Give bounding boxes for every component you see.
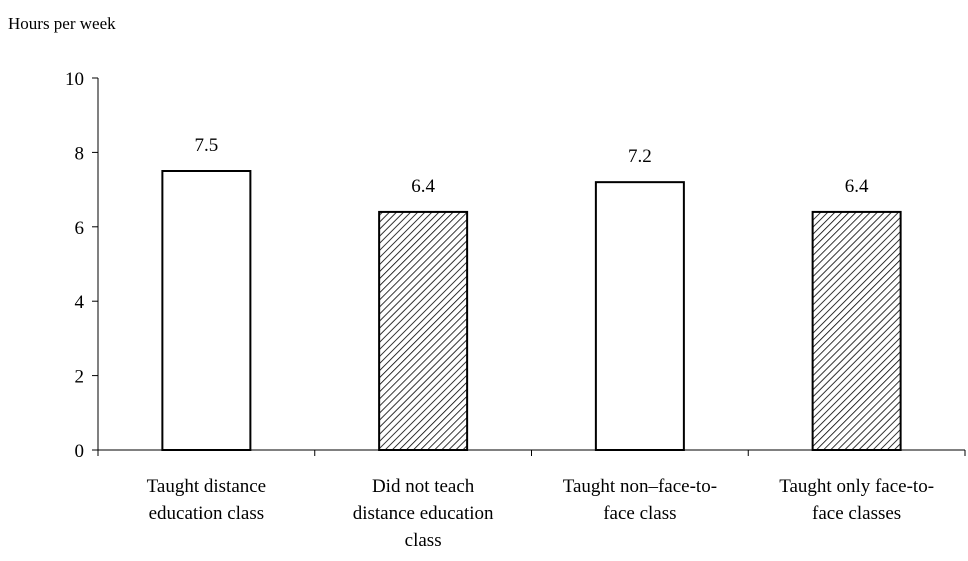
data-label: 6.4 (411, 176, 435, 197)
y-tick-label: 10 (65, 69, 84, 90)
y-tick-label: 8 (75, 143, 85, 164)
value-labels: 7.5 6.4 7.2 6.4 (195, 135, 870, 197)
bars (161, 170, 902, 451)
y-tick-label: 2 (75, 367, 85, 388)
bar (811, 210, 902, 451)
y-tick-label: 0 (75, 441, 85, 462)
x-tick-label: Taught only face-to- face classes (779, 476, 935, 524)
bar (161, 170, 252, 451)
data-label: 7.2 (628, 146, 652, 167)
x-tick-label: Taught non–face-to- face class (562, 476, 718, 524)
data-label: 6.4 (845, 176, 869, 197)
y-tick-label: 6 (75, 218, 85, 239)
bar (594, 181, 685, 451)
bar (378, 210, 469, 451)
y-tick-label: 4 (75, 292, 85, 313)
x-tick-label: Did not teach distance education class (352, 476, 494, 551)
y-axis-title: Hours per week (8, 14, 116, 33)
x-tick-label: Taught distance education class (146, 476, 267, 524)
data-label: 7.5 (195, 135, 219, 156)
